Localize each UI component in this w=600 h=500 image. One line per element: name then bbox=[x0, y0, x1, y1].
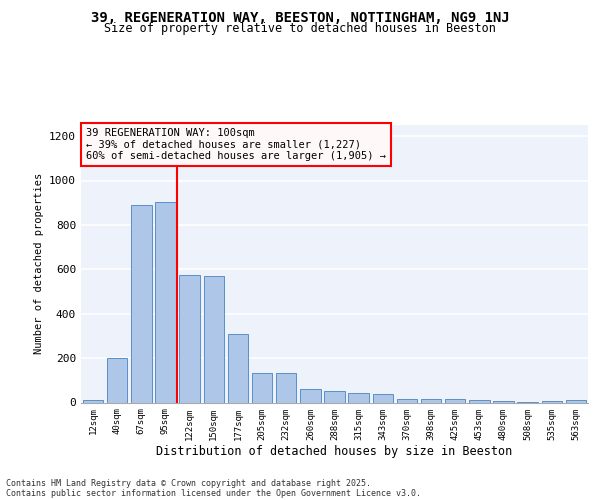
Text: Contains HM Land Registry data © Crown copyright and database right 2025.: Contains HM Land Registry data © Crown c… bbox=[6, 478, 371, 488]
Bar bbox=[252, 372, 272, 402]
Y-axis label: Number of detached properties: Number of detached properties bbox=[34, 173, 44, 354]
Bar bbox=[203, 276, 224, 402]
Bar bbox=[131, 205, 152, 402]
X-axis label: Distribution of detached houses by size in Beeston: Distribution of detached houses by size … bbox=[157, 445, 512, 458]
Text: 39, REGENERATION WAY, BEESTON, NOTTINGHAM, NG9 1NJ: 39, REGENERATION WAY, BEESTON, NOTTINGHA… bbox=[91, 11, 509, 25]
Bar bbox=[421, 398, 442, 402]
Bar bbox=[107, 358, 127, 403]
Bar bbox=[373, 394, 393, 402]
Text: Contains public sector information licensed under the Open Government Licence v3: Contains public sector information licen… bbox=[6, 488, 421, 498]
Bar bbox=[83, 400, 103, 402]
Bar bbox=[397, 399, 417, 402]
Bar bbox=[276, 372, 296, 402]
Bar bbox=[469, 400, 490, 402]
Text: Size of property relative to detached houses in Beeston: Size of property relative to detached ho… bbox=[104, 22, 496, 35]
Bar bbox=[566, 400, 586, 402]
Bar bbox=[300, 388, 320, 402]
Bar bbox=[324, 392, 345, 402]
Bar bbox=[179, 275, 200, 402]
Bar bbox=[349, 393, 369, 402]
Bar bbox=[155, 202, 176, 402]
Text: 39 REGENERATION WAY: 100sqm
← 39% of detached houses are smaller (1,227)
60% of : 39 REGENERATION WAY: 100sqm ← 39% of det… bbox=[86, 128, 386, 161]
Bar bbox=[445, 399, 466, 402]
Bar bbox=[227, 334, 248, 402]
